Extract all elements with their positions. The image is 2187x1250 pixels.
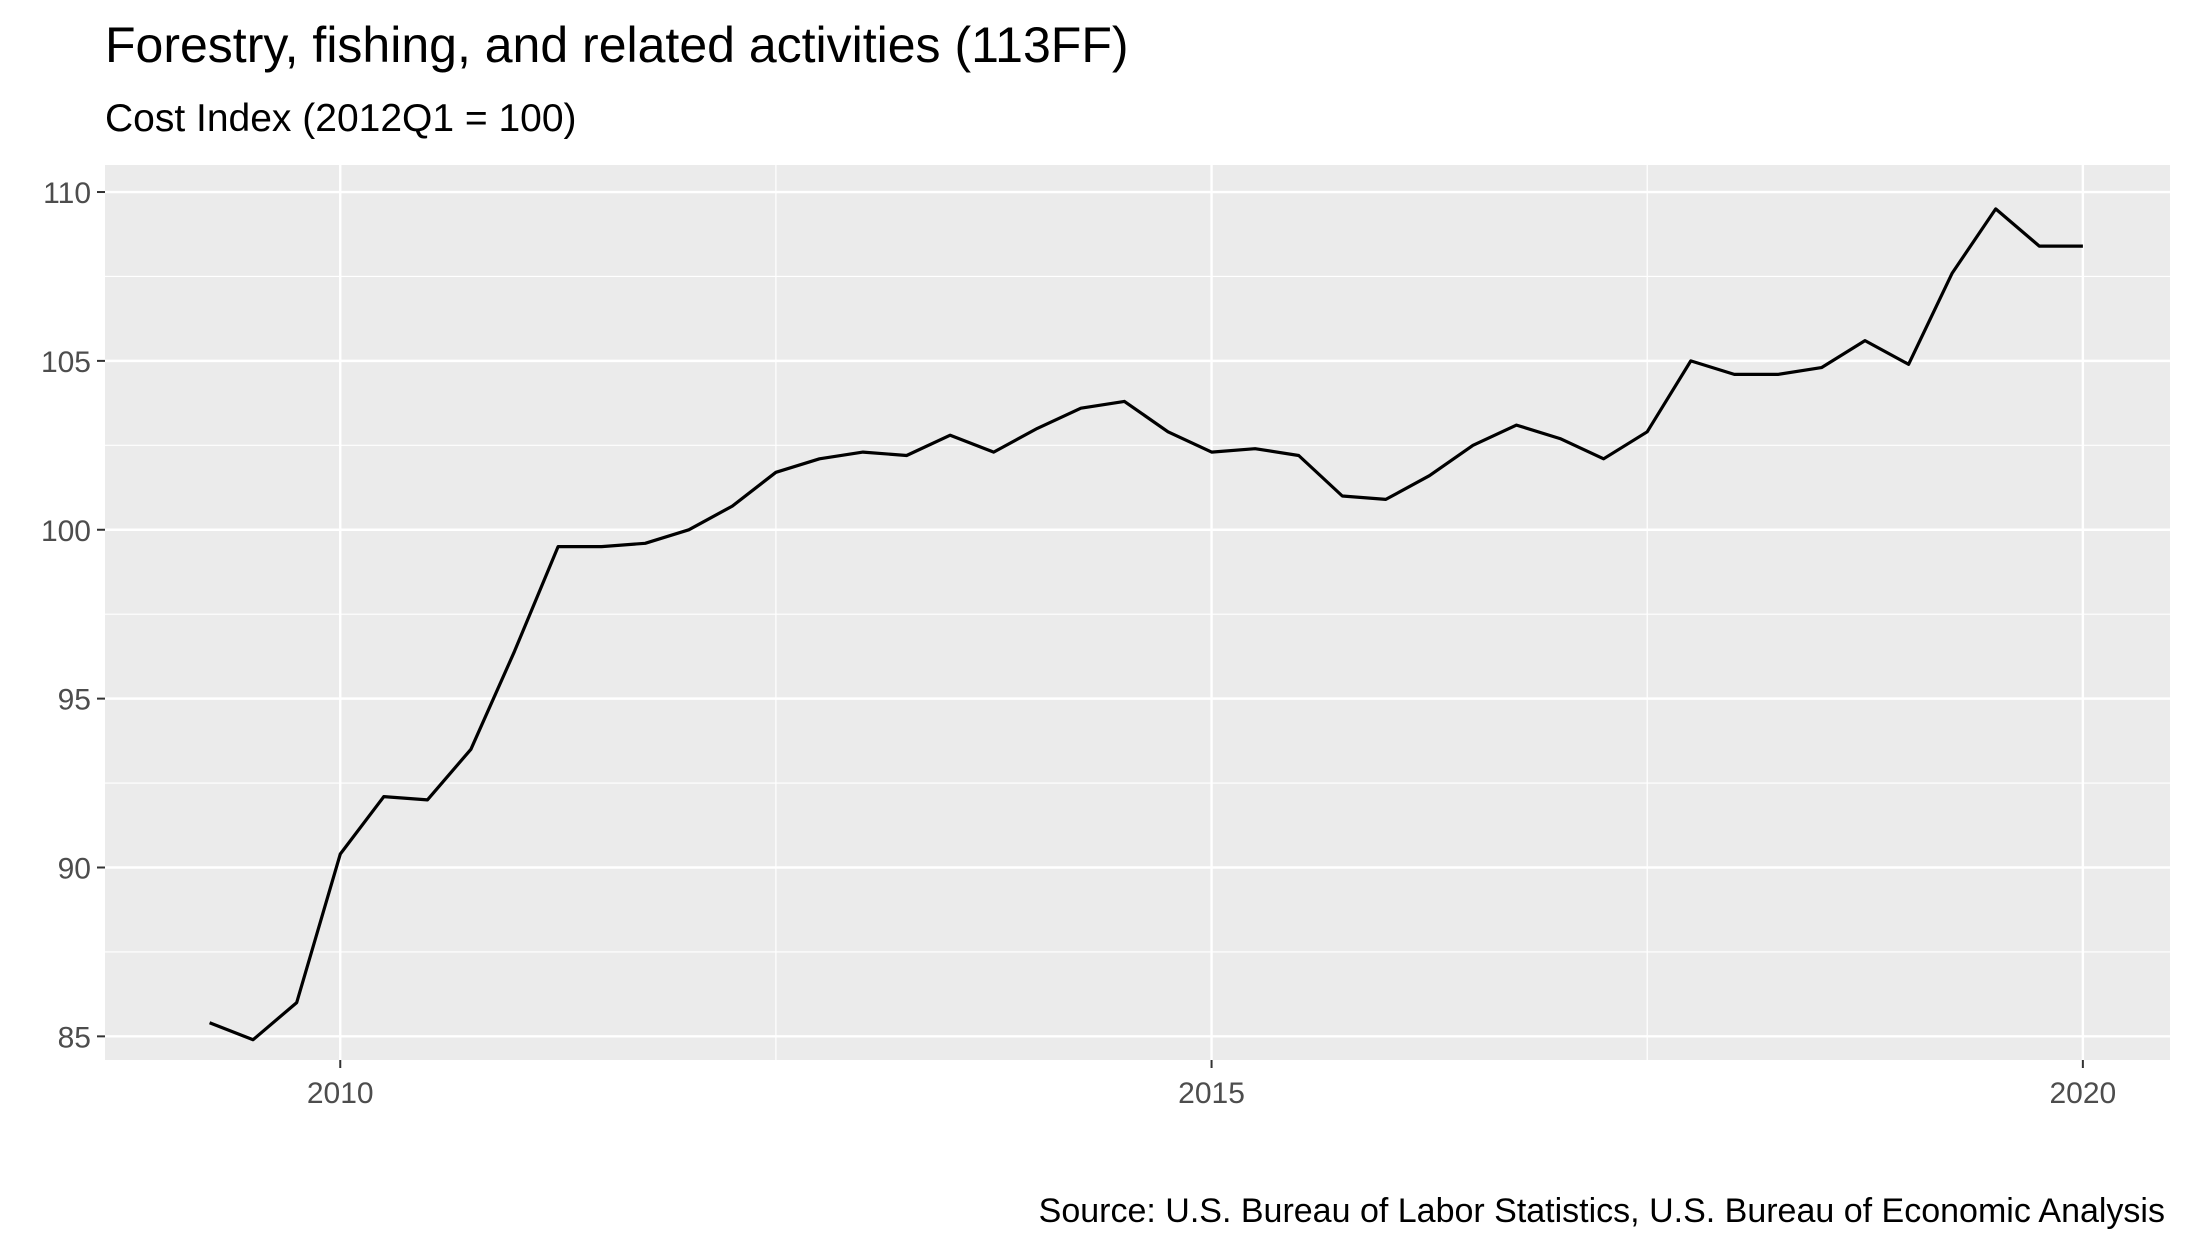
x-tick-label: 2010 [307,1077,374,1110]
plot-panel [105,165,2170,1060]
y-tick-label: 100 [41,515,91,548]
chart-caption: Source: U.S. Bureau of Labor Statistics,… [1039,1192,2165,1230]
series-layer [209,207,2083,1042]
axis-ticks [97,191,2084,1068]
y-tick-label: 105 [41,346,91,379]
grid-lines [105,165,2170,1060]
x-tick-label: 2020 [2049,1077,2116,1110]
y-tick-label: 90 [58,852,91,885]
chart-subtitle: Cost Index (2012Q1 = 100) [105,97,577,140]
x-tick-label: 2015 [1178,1077,1245,1110]
series-line [209,207,2083,1042]
y-tick-label: 95 [58,684,91,717]
chart-title: Forestry, fishing, and related activitie… [105,17,1129,73]
y-tick-label: 85 [58,1021,91,1054]
y-tick-label: 110 [43,177,91,210]
tick-labels: 2010 2015 2020 85 90 95 100 105 110 [41,177,2116,1110]
